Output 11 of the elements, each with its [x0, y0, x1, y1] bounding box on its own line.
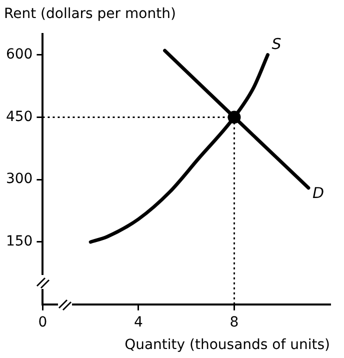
- y-axis-title: Rent (dollars per month): [4, 6, 176, 22]
- x-tick-label: 0: [38, 314, 48, 330]
- series-label: D: [312, 184, 324, 202]
- series-label: S: [272, 34, 282, 53]
- x-tick-label: 8: [230, 314, 239, 330]
- y-tick-label: 300: [6, 171, 33, 188]
- y-tick-label: 450: [6, 108, 33, 125]
- y-tick-label: 150: [6, 234, 33, 250]
- x-tick-label: 4: [134, 314, 144, 330]
- x-axis-title: Quantity (thousands of units): [124, 337, 330, 354]
- y-tick-label: 600: [6, 46, 33, 62]
